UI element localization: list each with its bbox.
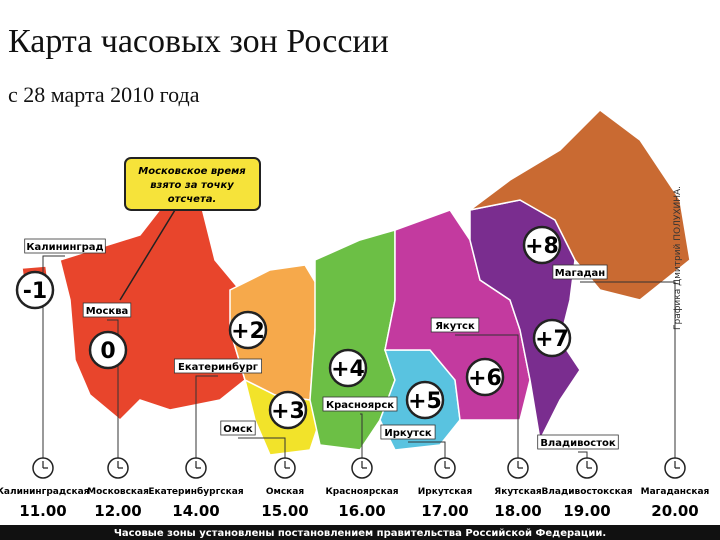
offset-badge — [268, 390, 308, 430]
city: Екатеринбург — [178, 361, 258, 373]
offset: +6 — [468, 366, 502, 391]
offset-badge — [328, 348, 368, 388]
clock-hands — [674, 461, 680, 469]
offset-badge — [228, 310, 268, 350]
time: 11.00 — [19, 502, 66, 520]
leader-line — [42, 255, 65, 458]
city-label-box — [430, 317, 480, 333]
offset-badge — [405, 380, 445, 420]
city: Якутск — [435, 321, 475, 332]
offset: +4 — [331, 357, 365, 382]
offset: +7 — [535, 327, 569, 352]
clock-label: Красноярская — [325, 487, 398, 497]
footer-bar — [0, 525, 720, 540]
zones: -1 Калининград Калининградская 11.00 0 Москва… — [0, 225, 710, 520]
clock-label: Иркутская — [418, 487, 473, 497]
offset-badge — [532, 318, 572, 358]
leader-line — [408, 441, 446, 458]
clock-label: Якутская — [494, 487, 542, 497]
clock-hands — [586, 461, 592, 469]
offset: +5 — [408, 389, 442, 414]
time: 14.00 — [172, 502, 219, 520]
region — [469, 109, 691, 301]
time: 20.00 — [651, 502, 698, 520]
leader-line — [455, 334, 519, 458]
offset: +3 — [271, 399, 305, 424]
clock-hands — [117, 461, 123, 469]
subtitle: с 28 марта 2010 года — [8, 82, 200, 107]
clock-hands — [361, 461, 367, 469]
offset-badge — [522, 225, 562, 265]
city-label-box — [220, 420, 256, 436]
clock-hands — [444, 461, 450, 469]
leader-line — [195, 375, 218, 458]
city: Москва — [86, 306, 129, 317]
offset: +2 — [231, 319, 265, 344]
city-label-box — [173, 358, 262, 374]
leader-line — [580, 281, 676, 458]
clock-hands — [42, 461, 48, 469]
offset-badge — [88, 330, 128, 370]
offset-badge — [465, 357, 505, 397]
offset: 0 — [100, 339, 115, 364]
leader-line — [107, 319, 119, 458]
credit: Графика Дмитрий ПОЛУХИНА. — [673, 186, 683, 330]
footer: Часовые зоны установлены постановлением … — [114, 528, 606, 539]
city-label-box — [380, 424, 436, 440]
leader-line — [578, 451, 588, 458]
leader-line — [360, 413, 363, 458]
clock-label: Владивостокская — [541, 487, 632, 497]
city-label-box — [537, 434, 619, 450]
city: Омск — [223, 424, 253, 435]
city-label-box — [322, 396, 398, 412]
time: 17.00 — [421, 502, 468, 520]
offset: +8 — [525, 234, 559, 259]
city: Магадан — [555, 268, 605, 279]
offset: -1 — [23, 279, 47, 304]
time: 16.00 — [338, 502, 385, 520]
clock-label: Московская — [87, 487, 149, 497]
time: 18.00 — [494, 502, 541, 520]
clock-label: Магаданская — [641, 487, 710, 497]
clock-label: Калининградская — [0, 487, 90, 497]
city-label-box — [552, 264, 608, 280]
leader-line — [238, 437, 286, 458]
clock-hands — [517, 461, 523, 469]
note-line: Московское время — [138, 166, 246, 177]
time: 15.00 — [261, 502, 308, 520]
city-label-box — [82, 302, 132, 318]
note-pointer — [119, 209, 176, 301]
clock-label: Екатеринбургская — [148, 486, 243, 497]
time: 12.00 — [94, 502, 141, 520]
clock-hands — [284, 461, 290, 469]
note-line: взято за точку — [150, 180, 234, 191]
note: Московское время взято за точку отсчета. — [119, 157, 261, 301]
city: Калининград — [26, 242, 103, 253]
note-line: отсчета. — [168, 194, 217, 205]
title: Карта часовых зон России — [8, 23, 389, 60]
time: 19.00 — [563, 502, 610, 520]
city: Красноярск — [326, 400, 394, 411]
city-label-box — [24, 238, 106, 254]
clock-label: Омская — [266, 487, 305, 497]
city: Иркутск — [384, 428, 432, 439]
note-box — [124, 157, 261, 211]
offset-badge — [15, 270, 55, 310]
city: Владивосток — [540, 438, 616, 449]
clock-hands — [195, 461, 201, 469]
